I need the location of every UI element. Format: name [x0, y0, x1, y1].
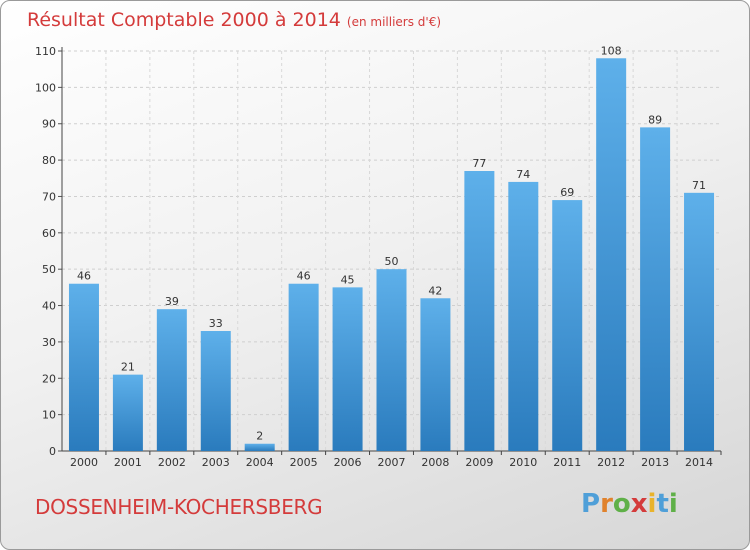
- logo-letter: o: [612, 489, 631, 519]
- data-label: 42: [428, 284, 442, 297]
- y-tick-label: 70: [42, 190, 56, 203]
- chart-title: Résultat Comptable 2000 à 2014 (en millie…: [27, 9, 441, 31]
- commune-name: DOSSENHEIM-KOCHERSBERG: [35, 495, 323, 519]
- data-label: 108: [601, 44, 622, 57]
- logo-letter: t: [656, 489, 669, 519]
- data-label: 46: [297, 270, 311, 283]
- data-label: 33: [209, 317, 223, 330]
- y-tick-label: 30: [42, 336, 56, 349]
- y-tick-label: 110: [35, 45, 56, 58]
- x-tick-label: 2000: [70, 456, 98, 469]
- x-tick-label: 2008: [421, 456, 449, 469]
- bar: [156, 309, 187, 451]
- data-label: 45: [341, 273, 355, 286]
- bar: [684, 192, 715, 451]
- logo-letter: x: [630, 489, 648, 519]
- logo-letter: i: [668, 489, 678, 519]
- bars: 46 21 39 33 2 46 45 50 42 77 74 69 108 89 71: [68, 44, 715, 451]
- logo-letter: r: [600, 489, 613, 519]
- bar-chart: 0 10 20 30 40 50 60 70 80 90 100 110 2000 2001 2002 200…: [35, 44, 722, 469]
- bar: [332, 287, 363, 451]
- data-label: 50: [385, 255, 399, 268]
- x-tick-label: 2014: [685, 456, 713, 469]
- bar: [244, 443, 275, 451]
- title-unit: (en milliers d'€): [346, 15, 442, 29]
- bar: [640, 127, 671, 451]
- data-label: 39: [165, 295, 179, 308]
- y-tick-label: 80: [42, 154, 56, 167]
- data-label: 69: [560, 186, 574, 199]
- x-tick-label: 2006: [334, 456, 362, 469]
- axes: 0 10 20 30 40 50 60 70 80 90 100 110 2000 2001 2002 200…: [35, 45, 722, 469]
- x-tick-label: 2003: [202, 456, 230, 469]
- title-text: Résultat Comptable 2000 à 2014: [27, 9, 341, 31]
- data-label: 2: [256, 430, 263, 443]
- bar: [464, 171, 495, 451]
- x-tick-label: 2009: [465, 456, 493, 469]
- data-label: 46: [77, 270, 91, 283]
- logo-letter: P: [581, 489, 601, 519]
- x-tick-label: 2002: [158, 456, 186, 469]
- x-tick-label: 2005: [290, 456, 318, 469]
- bar: [508, 181, 539, 451]
- data-label: 21: [121, 361, 135, 374]
- y-tick-label: 10: [42, 409, 56, 422]
- bar: [552, 200, 583, 451]
- grid: [62, 50, 721, 451]
- bar: [112, 374, 143, 451]
- bar: [200, 331, 231, 451]
- y-tick-label: 100: [35, 81, 56, 94]
- x-tick-label: 2004: [246, 456, 274, 469]
- bar: [420, 298, 451, 451]
- data-label: 71: [692, 179, 706, 192]
- y-tick-label: 50: [42, 263, 56, 276]
- data-label: 74: [516, 168, 530, 181]
- x-tick-label: 2011: [553, 456, 581, 469]
- proxiti-logo: Proxiti: [581, 489, 678, 519]
- bar: [288, 283, 319, 451]
- bar: [376, 269, 407, 451]
- y-tick-label: 20: [42, 372, 56, 385]
- data-label: 89: [648, 113, 662, 126]
- data-label: 77: [472, 157, 486, 170]
- x-tick-label: 2013: [641, 456, 669, 469]
- x-tick-label: 2012: [597, 456, 625, 469]
- x-tick-label: 2010: [509, 456, 537, 469]
- bar: [596, 58, 627, 451]
- logo-letter: i: [647, 489, 657, 519]
- y-tick-label: 0: [49, 445, 56, 458]
- x-tick-label: 2007: [378, 456, 406, 469]
- x-tick-label: 2001: [114, 456, 142, 469]
- y-tick-label: 40: [42, 300, 56, 313]
- y-tick-label: 60: [42, 227, 56, 240]
- y-tick-label: 90: [42, 118, 56, 131]
- bar: [68, 283, 99, 451]
